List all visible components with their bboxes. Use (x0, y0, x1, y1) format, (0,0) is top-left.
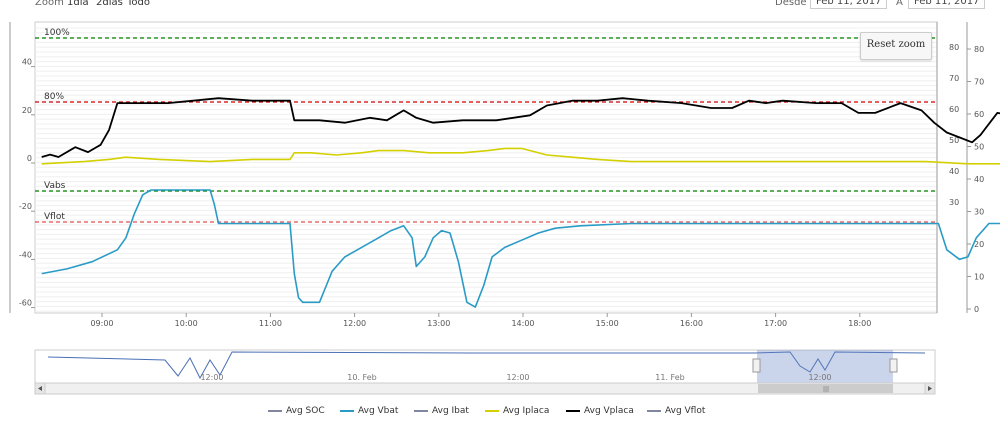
y-right-outer-tick-label: 20 (974, 240, 984, 249)
plot-line-label: 80% (44, 92, 64, 102)
navigator-label: 11. Feb (655, 373, 684, 382)
y-right-outer-tick-label: 50 (974, 143, 984, 152)
zoom-label: Zoom (35, 0, 64, 8)
legend-swatch (485, 409, 499, 412)
navigator-mask (757, 350, 893, 383)
legend-swatch (340, 409, 354, 412)
legend-item-avg-iplaca[interactable]: Avg Iplaca (485, 406, 549, 416)
x-tick-label: 10:00 (175, 319, 198, 328)
y-right-outer-tick-label: 10 (974, 273, 984, 282)
y-right-outer-tick-label: 60 (974, 110, 984, 119)
y-left-tick-label: -40 (19, 250, 32, 259)
legend-label: Avg SOC (286, 406, 325, 416)
legend-swatch (414, 409, 428, 412)
y-right-inner-tick-label: 50 (949, 136, 959, 145)
series-line-avg-vplaca (41, 97, 1000, 158)
y-left-tick-label: 20 (22, 106, 32, 115)
legend-item-avg-soc[interactable]: Avg SOC (268, 406, 325, 416)
y-right-inner-tick-label: 80 (949, 43, 959, 52)
y-left-tick-label: -20 (19, 202, 32, 211)
plot-line-label: Vflot (44, 212, 65, 222)
legend-label: Avg Vbat (358, 406, 399, 416)
range-selector: Zoom 1dia 2dias Todo Desde Feb 11, 2017 … (0, 0, 1000, 12)
legend-item-avg-vbat[interactable]: Avg Vbat (340, 406, 398, 416)
navigator-label: 12:00 (200, 373, 223, 382)
to-label: A (896, 0, 903, 8)
y-left-tick-label: 0 (27, 154, 32, 163)
from-date-input[interactable]: Feb 11, 2017 (810, 0, 888, 9)
zoom-todo-button[interactable]: Todo (127, 0, 150, 8)
y-left-tick-label: -60 (19, 299, 32, 308)
y-right-outer-tick-label: 80 (974, 45, 984, 54)
y-right-inner-tick-label: 70 (949, 74, 959, 83)
y-right-outer-tick-label: 30 (974, 208, 984, 217)
navigator-handle-right (889, 358, 898, 373)
chart-legend: Avg SOC Avg Vbat Avg Ibat Avg Iplaca Avg Vpl… (0, 406, 1000, 420)
y-right-inner-tick-label: 30 (949, 198, 959, 207)
series-line-avg-iplaca (41, 147, 1000, 165)
legend-swatch (268, 409, 282, 412)
navigator-label: 12:00 (506, 373, 529, 382)
scroll-left-arrow-icon (38, 386, 42, 391)
navigator-series (47, 351, 926, 380)
y-left-tick-label: 40 (22, 58, 32, 67)
scrollbar-thumb (758, 384, 893, 393)
x-tick-label: 15:00 (596, 319, 619, 328)
legend-item-avg-vflot[interactable]: Avg Vflot (647, 406, 705, 416)
x-tick-label: 18:00 (848, 319, 871, 328)
plot-line-label: 100% (44, 28, 70, 38)
x-tick-label: 09:00 (90, 319, 113, 328)
legend-swatch (647, 409, 661, 412)
plot-line-label: Vabs (44, 181, 66, 191)
reset-zoom-button[interactable]: Reset zoom (860, 32, 932, 60)
x-tick-label: 13:00 (427, 319, 450, 328)
x-tick-label: 16:00 (680, 319, 703, 328)
series-line-avg-vbat (41, 189, 1000, 308)
y-right-outer-tick-label: 40 (974, 175, 984, 184)
zoom-2dias-button[interactable]: 2dias (96, 0, 123, 8)
from-label: Desde (775, 0, 807, 8)
legend-label: Avg Ibat (432, 406, 469, 416)
y-right-outer-tick-label: 0 (974, 305, 979, 314)
legend-label: Avg Iplaca (503, 406, 550, 416)
to-date-input[interactable]: Feb 11, 2017 (908, 0, 986, 9)
x-tick-label: 11:00 (259, 319, 282, 328)
zoom-1dia-button[interactable]: 1dia (67, 0, 89, 8)
legend-item-avg-vplaca[interactable]: Avg Vplaca (566, 406, 634, 416)
scrollbar-grip: ||| (823, 386, 829, 393)
legend-swatch (566, 409, 580, 412)
x-tick-label: 14:00 (511, 319, 534, 328)
legend-item-avg-ibat[interactable]: Avg Ibat (414, 406, 469, 416)
legend-label: Avg Vflot (665, 406, 706, 416)
x-tick-label: 17:00 (764, 319, 787, 328)
x-tick-label: 12:00 (343, 319, 366, 328)
y-right-outer-tick-label: 70 (974, 78, 984, 87)
legend-label: Avg Vplaca (584, 406, 634, 416)
y-right-inner-tick-label: 60 (949, 105, 959, 114)
scroll-right-arrow-icon (928, 386, 932, 391)
y-right-inner-tick-label: 40 (949, 167, 959, 176)
navigator-label: 12:00 (808, 373, 831, 382)
navigator-handle-left (752, 358, 761, 373)
navigator-label: 10. Feb (347, 373, 376, 382)
